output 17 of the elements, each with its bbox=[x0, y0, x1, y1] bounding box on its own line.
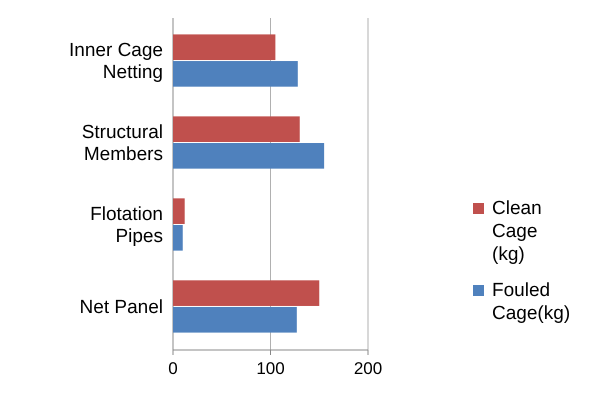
x-tick-label: 100 bbox=[256, 359, 285, 378]
y-tick-label: Structural Members bbox=[82, 122, 163, 166]
bar bbox=[173, 34, 276, 60]
bar bbox=[173, 116, 300, 142]
y-tick-label: Flotation Pipes bbox=[90, 204, 163, 247]
bar bbox=[173, 143, 324, 169]
bar bbox=[173, 280, 320, 306]
y-tick-label: Inner Cage Netting bbox=[68, 40, 163, 84]
y-tick-label: Net Panel bbox=[80, 296, 163, 318]
x-tick-label: 0 bbox=[168, 359, 178, 378]
bar bbox=[173, 224, 183, 251]
bar bbox=[173, 306, 297, 333]
legend-label: Fouled Cage(kg) bbox=[492, 280, 570, 324]
bar bbox=[173, 198, 185, 224]
bar bbox=[173, 61, 298, 87]
x-tick-label: 200 bbox=[354, 359, 382, 378]
legend-label: Clean Cage (kg) bbox=[492, 198, 542, 265]
